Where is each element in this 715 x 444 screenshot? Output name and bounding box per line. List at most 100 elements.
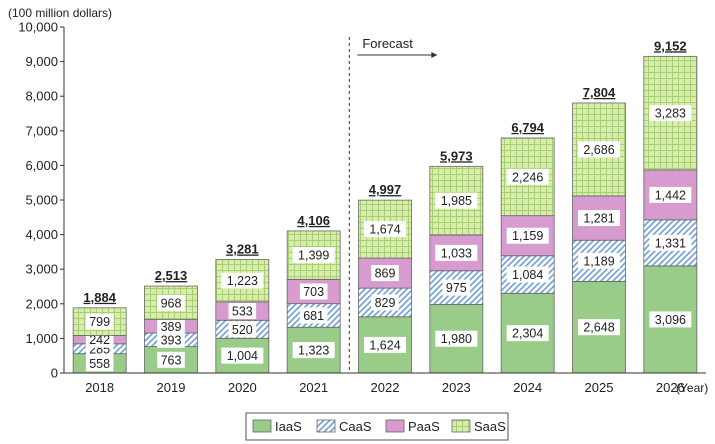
segment-label-bg	[157, 294, 185, 311]
x-tick-label: 2022	[371, 380, 400, 395]
segment-label: 1,084	[512, 268, 543, 282]
y-tick-label: 3,000	[25, 262, 58, 277]
segment-label-bg	[299, 307, 328, 324]
segment-label-bg	[506, 168, 549, 185]
forecast-arrowhead	[431, 52, 438, 58]
total-label: 1,884	[83, 290, 116, 305]
segment-label: 975	[446, 281, 467, 295]
segment-label-bg	[649, 186, 692, 203]
total-label: 4,997	[369, 182, 402, 197]
y-tick-label: 5,000	[25, 193, 58, 208]
legend-swatch	[451, 419, 471, 433]
y-tick-label: 1,000	[25, 331, 58, 346]
segment-label-bg	[85, 313, 114, 330]
segment-label: 1,674	[369, 223, 400, 237]
x-tick-label: 2021	[299, 380, 328, 395]
segment-label: 681	[303, 309, 324, 323]
y-tick-label: 9,000	[25, 54, 58, 69]
total-label: 4,106	[297, 213, 330, 228]
segment-label-bg	[157, 351, 185, 368]
segment-label-bg	[506, 325, 549, 342]
total-label: 6,794	[511, 120, 544, 135]
segment-label: 242	[89, 333, 110, 347]
total-label: 2,513	[155, 268, 188, 283]
segment-label: 1,442	[655, 188, 686, 202]
legend-swatch	[252, 419, 272, 433]
segment-label: 1,223	[227, 274, 258, 288]
segment-label-bg	[221, 347, 264, 364]
x-tick-label: 2018	[85, 380, 114, 395]
bars: 5582852427997633933899681,0045205331,223…	[72, 55, 698, 374]
segment-label: 829	[375, 296, 396, 310]
segment-label-bg	[435, 192, 478, 209]
segment-label-bg	[435, 244, 478, 261]
segment-label-bg	[435, 330, 478, 347]
bar-stack: 1,004 520 533 1,223	[215, 259, 270, 374]
segment-label-bg	[578, 210, 620, 227]
segment-label: 533	[232, 305, 253, 319]
bar-stack: 1,980 975 1,033 1,985	[429, 165, 484, 374]
segment-label-bg	[221, 272, 264, 289]
segment-label: 1,033	[441, 246, 472, 260]
segment-label-bg	[578, 252, 620, 269]
y-axis: 0 1,000 2,000 3,000 4,000 5,000 6,000 7,000 8,00…	[18, 20, 65, 381]
segment-label: 2,686	[583, 143, 614, 157]
segment-label-bg	[442, 279, 471, 296]
segment-label: 703	[303, 285, 324, 299]
segment-label-bg	[292, 342, 335, 359]
segment-label: 1,399	[298, 249, 329, 263]
y-tick-label: 6,000	[25, 158, 58, 173]
bar-stack: 2,648 1,189 1,281 2,686	[572, 102, 626, 374]
legend-label: IaaS	[275, 419, 302, 434]
segment-label-bg	[506, 227, 549, 244]
segment-label: 2,648	[583, 321, 614, 335]
segment-label: 869	[375, 267, 396, 281]
segment-label: 558	[89, 357, 110, 371]
segment-label: 1,980	[441, 332, 472, 346]
segment-label: 1,281	[583, 212, 614, 226]
y-tick-label: 8,000	[25, 89, 58, 104]
segment-label: 389	[161, 320, 182, 334]
segment-label: 1,159	[512, 229, 543, 243]
bar-stack: 2,304 1,084 1,159 2,246	[500, 137, 555, 374]
legend-label: PaaS	[408, 419, 440, 434]
legend-label: SaaS	[474, 419, 506, 434]
segment-label-bg	[228, 303, 257, 320]
y-tick-label: 4,000	[25, 227, 58, 242]
forecast-annotation: Forecast	[348, 36, 438, 373]
segment-label-bg	[371, 265, 399, 282]
segment-label: 1,004	[227, 349, 258, 363]
segment-label: 2,246	[512, 170, 543, 184]
x-axis: 2018 2019 2020 2021 2022 2023 2024 2025 2026	[64, 372, 706, 395]
segment-label: 968	[161, 296, 182, 310]
x-tick-label: 2019	[157, 380, 186, 395]
segment-label-bg	[364, 336, 406, 353]
segment-label: 1,189	[583, 254, 614, 268]
x-tick-label: 2020	[228, 380, 257, 395]
segment-label-bg	[299, 283, 328, 300]
segment-label-bg	[157, 331, 185, 348]
y-tick-label: 10,000	[18, 20, 58, 35]
segment-label-bg	[506, 266, 549, 283]
bar-stack: 1,624 829 869 1,674	[358, 199, 412, 374]
segment-label: 1,323	[298, 344, 329, 358]
segment-label-bg	[292, 247, 335, 264]
segment-label: 520	[232, 323, 253, 337]
y-tick-label: 2,000	[25, 296, 58, 311]
bar-stack: 3,096 1,331 1,442 3,283	[643, 55, 698, 374]
y-tick-label: 7,000	[25, 123, 58, 138]
segment-label-bg	[228, 321, 257, 338]
segment-label: 3,283	[655, 107, 686, 121]
bar-segment	[358, 287, 412, 318]
segment-label-bg	[157, 318, 185, 335]
segment-label: 1,331	[655, 236, 686, 250]
x-tick-label: 2023	[442, 380, 471, 395]
x-tick-label: 2024	[513, 380, 542, 395]
segment-label: 1,624	[369, 338, 400, 352]
forecast-label: Forecast	[362, 36, 413, 51]
segment-label: 1,985	[441, 194, 472, 208]
segment-label-bg	[371, 294, 399, 311]
segment-label: 393	[161, 333, 182, 347]
